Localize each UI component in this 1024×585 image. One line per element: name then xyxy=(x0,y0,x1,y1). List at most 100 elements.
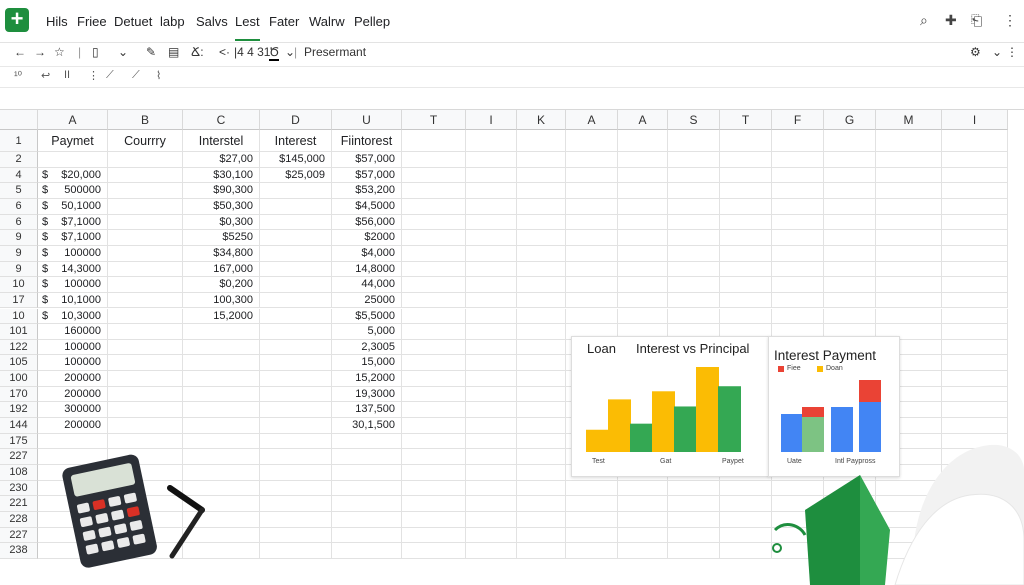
grid-cell[interactable] xyxy=(517,214,566,231)
grid-cell[interactable] xyxy=(183,480,260,497)
column-header[interactable]: S xyxy=(668,110,720,130)
grid-cell[interactable] xyxy=(942,308,1008,325)
grid-cell[interactable] xyxy=(876,167,942,184)
grid-cell[interactable] xyxy=(260,324,332,340)
grid-cell[interactable] xyxy=(402,292,466,309)
grid-cell[interactable] xyxy=(108,386,183,403)
grid-cell[interactable] xyxy=(618,496,668,512)
grid-cell[interactable]: 137,500 xyxy=(332,402,402,419)
grid-cell[interactable] xyxy=(466,152,517,168)
grid-cell[interactable] xyxy=(618,214,668,231)
grid-cell[interactable] xyxy=(772,292,824,309)
grid-cell[interactable] xyxy=(108,292,183,309)
row-header[interactable]: 238 xyxy=(0,543,38,559)
chart-interest-payment[interactable]: Interest Payment Fiee Doan Uate Intl Pay… xyxy=(768,336,900,477)
grid-cell[interactable] xyxy=(668,496,720,512)
grid-cell[interactable] xyxy=(668,527,720,544)
grid-cell[interactable]: 100000 xyxy=(38,339,108,356)
row-header[interactable]: 2 xyxy=(0,152,38,168)
undo-icon[interactable]: ↩ xyxy=(41,70,51,82)
column-header[interactable]: T xyxy=(402,110,466,130)
grid-cell[interactable]: $14,3000 xyxy=(38,261,108,278)
grid-cell[interactable] xyxy=(517,308,566,325)
grid-cell[interactable] xyxy=(260,496,332,512)
grid-cell[interactable] xyxy=(466,496,517,512)
grid-cell[interactable]: 30,1,500 xyxy=(332,418,402,434)
grid-cell[interactable] xyxy=(183,339,260,356)
grid-cell[interactable] xyxy=(517,277,566,293)
grid-cell[interactable] xyxy=(466,261,517,278)
grid-cell[interactable] xyxy=(260,418,332,434)
grid-cell[interactable] xyxy=(772,480,824,497)
grid-cell[interactable] xyxy=(108,371,183,387)
grid-cell[interactable] xyxy=(402,496,466,512)
grid-cell[interactable] xyxy=(876,371,942,387)
grid-cell[interactable] xyxy=(668,152,720,168)
grid-cell[interactable]: $5250 xyxy=(183,230,260,246)
grid-cell[interactable] xyxy=(402,402,466,419)
grid-cell[interactable] xyxy=(566,230,618,246)
grid-cell[interactable] xyxy=(466,511,517,528)
grid-cell[interactable] xyxy=(108,465,183,481)
grid-cell[interactable] xyxy=(772,230,824,246)
grid-cell[interactable]: $30,100 xyxy=(183,167,260,184)
column-header[interactable]: B xyxy=(108,110,183,130)
grid-cell[interactable] xyxy=(466,402,517,419)
grid-cell[interactable] xyxy=(402,152,466,168)
grid-cell[interactable] xyxy=(260,402,332,419)
grid-cell[interactable] xyxy=(566,130,618,152)
menu-item-7[interactable]: Fater xyxy=(269,14,300,29)
grid-cell[interactable] xyxy=(824,245,876,262)
grid-cell[interactable] xyxy=(38,152,108,168)
brush-icon[interactable]: ⟋ xyxy=(132,69,140,81)
grid-cell[interactable] xyxy=(402,261,466,278)
grid-cell[interactable] xyxy=(720,214,772,231)
grid-cell[interactable]: 167,000 xyxy=(183,261,260,278)
grid-cell[interactable] xyxy=(876,277,942,293)
grid-cell[interactable] xyxy=(466,183,517,199)
grid-cell[interactable] xyxy=(517,527,566,544)
grid-cell[interactable]: $34,800 xyxy=(183,245,260,262)
grid-cell[interactable] xyxy=(824,230,876,246)
grid-cell[interactable]: $53,200 xyxy=(332,183,402,199)
grid-cell[interactable] xyxy=(466,527,517,544)
grid-cell[interactable]: 2,3005 xyxy=(332,339,402,356)
grid-cell[interactable] xyxy=(876,449,942,465)
grid-cell[interactable] xyxy=(332,480,402,497)
grid-cell[interactable] xyxy=(183,371,260,387)
indent-icon[interactable]: <· xyxy=(219,45,231,59)
grid-cell[interactable] xyxy=(942,402,1008,419)
grid-cell[interactable] xyxy=(720,292,772,309)
grid-cell[interactable]: 14,8000 xyxy=(332,261,402,278)
grid-cell[interactable] xyxy=(618,511,668,528)
grid-cell[interactable] xyxy=(876,292,942,309)
grid-cell[interactable] xyxy=(668,198,720,215)
grid-cell[interactable] xyxy=(260,355,332,372)
grid-cell[interactable] xyxy=(942,292,1008,309)
grid-cell[interactable] xyxy=(566,167,618,184)
grid-cell[interactable] xyxy=(618,198,668,215)
grid-cell[interactable]: $100000 xyxy=(38,277,108,293)
grid-cell[interactable] xyxy=(942,339,1008,356)
grid-cell[interactable] xyxy=(402,433,466,450)
grid-cell[interactable] xyxy=(668,245,720,262)
grid-cell[interactable]: 44,000 xyxy=(332,277,402,293)
grid-cell[interactable] xyxy=(824,308,876,325)
grid-cell[interactable] xyxy=(720,198,772,215)
grid-cell[interactable] xyxy=(402,245,466,262)
chevron-down-icon[interactable]: ⌄ xyxy=(992,45,1003,59)
grid-cell[interactable] xyxy=(183,386,260,403)
row-header[interactable]: 144 xyxy=(0,418,38,434)
grid-cell[interactable] xyxy=(566,496,618,512)
grid-cell[interactable] xyxy=(108,339,183,356)
format-icon[interactable]: ▯ xyxy=(92,45,99,59)
grid-cell[interactable] xyxy=(517,480,566,497)
row-header[interactable]: 230 xyxy=(0,480,38,497)
grid-cell[interactable] xyxy=(942,277,1008,293)
grid-cell[interactable]: 160000 xyxy=(38,324,108,340)
grid-cell[interactable] xyxy=(466,324,517,340)
grid-cell[interactable] xyxy=(720,183,772,199)
grid-cell[interactable] xyxy=(260,449,332,465)
row-header[interactable]: 4 xyxy=(0,167,38,184)
grid-cell[interactable] xyxy=(517,496,566,512)
